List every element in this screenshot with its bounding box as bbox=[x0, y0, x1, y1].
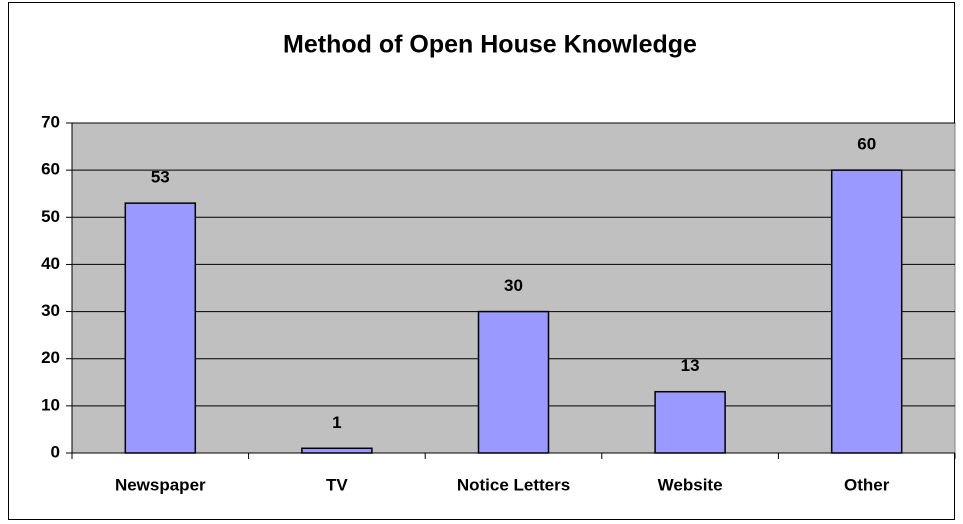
y-tick-label: 50 bbox=[41, 207, 60, 226]
x-tick-label: Newspaper bbox=[115, 475, 206, 494]
y-tick-label: 20 bbox=[41, 348, 60, 367]
chart-title: Method of Open House Knowledge bbox=[283, 31, 697, 59]
value-label: 30 bbox=[504, 276, 523, 295]
value-label: 53 bbox=[151, 168, 170, 187]
bar bbox=[654, 390, 726, 454]
y-tick-label: 60 bbox=[41, 160, 60, 179]
y-tick-label: 10 bbox=[41, 395, 60, 414]
value-label: 60 bbox=[857, 135, 876, 154]
y-tick-label: 40 bbox=[41, 254, 60, 273]
x-tick-label: TV bbox=[326, 475, 348, 494]
value-label: 1 bbox=[332, 413, 341, 432]
x-tick-label: Website bbox=[658, 475, 723, 494]
bar bbox=[301, 447, 373, 454]
bar bbox=[124, 202, 197, 454]
bar bbox=[830, 169, 903, 454]
y-tick-label: 30 bbox=[41, 301, 60, 320]
x-tick-label: Notice Letters bbox=[457, 475, 570, 494]
y-tick-label: 0 bbox=[51, 442, 60, 461]
y-tick-label: 70 bbox=[41, 112, 60, 131]
value-label: 13 bbox=[681, 356, 700, 375]
x-tick-label: Other bbox=[844, 475, 890, 494]
bar bbox=[477, 310, 550, 454]
